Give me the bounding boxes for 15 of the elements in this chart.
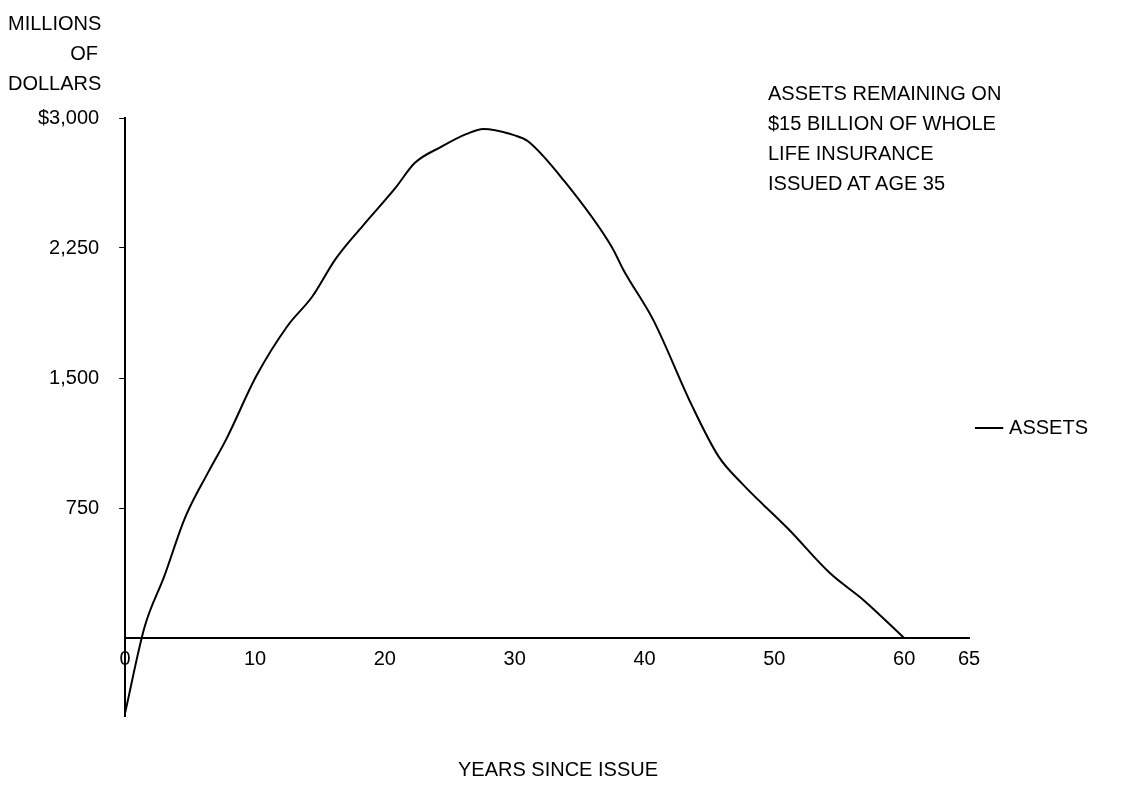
x-axis-title: YEARS SINCE ISSUE (456, 758, 660, 781)
x-tick-label: 20 (373, 646, 396, 669)
x-tick-label: 10 (243, 646, 267, 669)
x-tick-label: 65 (957, 646, 981, 669)
y-tick-label: $3,000 (38, 105, 100, 128)
x-tick-label: 40 (633, 646, 656, 669)
y-axis-title: MILLIONS OF DOLLARS (8, 11, 102, 96)
legend-label: ASSETS (1009, 415, 1089, 438)
y-tick-label: 1,500 (49, 365, 100, 388)
x-tick-label: 30 (503, 646, 526, 669)
x-tick-label: 50 (763, 646, 786, 669)
y-tick-label: 750 (65, 495, 100, 518)
annotation: ASSETS REMAINING ON $15 BILLION OF WHOLE LIFE INSURANCE ISSUED AT AGE 35 (768, 81, 1003, 196)
x-tick-label: 60 (893, 646, 916, 669)
y-tick-label: 2,250 (49, 235, 100, 258)
